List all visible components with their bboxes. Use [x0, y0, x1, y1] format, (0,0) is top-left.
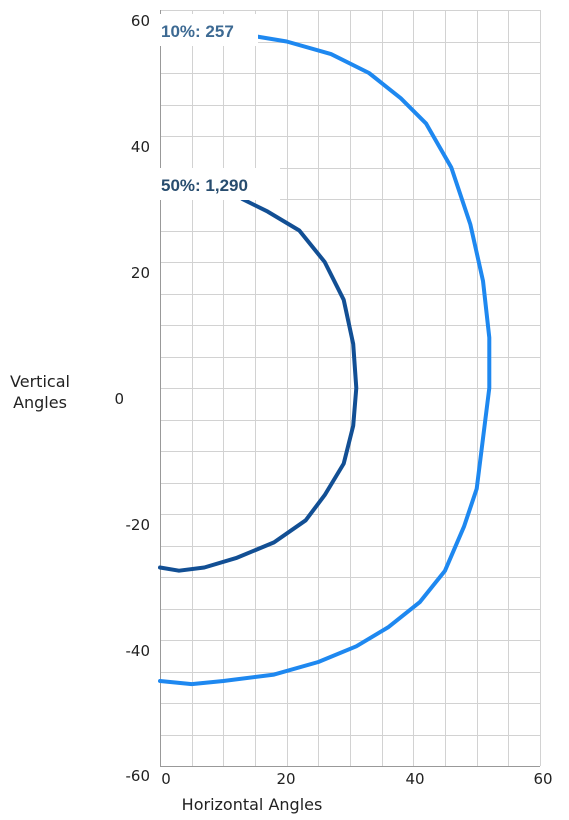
y-tick-label: 40	[131, 138, 150, 156]
x-axis-label: Horizontal Angles	[182, 795, 323, 814]
x-tick-label: 20	[276, 770, 295, 788]
x-tick-label: 60	[533, 770, 552, 788]
y-tick-label: 60	[131, 12, 150, 30]
y-tick-label: 20	[131, 264, 150, 282]
series-label-box-10pct	[152, 14, 258, 46]
y-tick-label: -20	[126, 516, 151, 534]
series-label-box-50pct	[152, 168, 280, 200]
series-layer	[158, 33, 492, 687]
series-label-50pct: 50%: 1,290	[161, 176, 248, 195]
series-line-50pct	[158, 197, 359, 573]
series-label-10pct: 10%: 257	[161, 22, 234, 41]
y-tick-label: 0	[114, 390, 124, 408]
y-axis-label-line2: Angles	[13, 393, 67, 412]
y-tick-label: -60	[126, 767, 151, 785]
y-axis-label-line1: Vertical	[10, 372, 70, 391]
x-tick-label: 0	[161, 770, 171, 788]
grid	[160, 10, 541, 767]
y-tick-label: -40	[126, 642, 151, 660]
series-line-10pct	[158, 33, 492, 687]
x-tick-label: 40	[405, 770, 424, 788]
